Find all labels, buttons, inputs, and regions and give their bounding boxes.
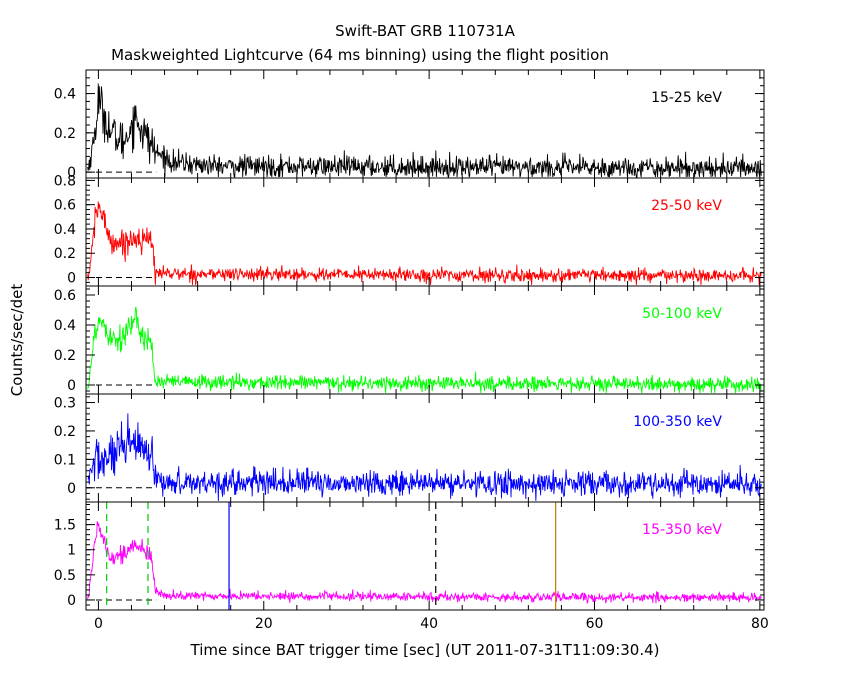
y-tick-label: 0.5 bbox=[54, 568, 76, 584]
lightcurve-series-4 bbox=[87, 413, 762, 502]
y-tick-label: 0.4 bbox=[54, 87, 76, 103]
y-tick-label: 0.8 bbox=[54, 173, 76, 189]
band-label-2: 25-50 keV bbox=[651, 198, 722, 214]
chart-subtitle: Maskweighted Lightcurve (64 ms binning) … bbox=[111, 46, 609, 64]
x-axis-label: Time since BAT trigger time [sec] (UT 20… bbox=[190, 641, 660, 659]
y-tick-label: 0.1 bbox=[54, 452, 76, 468]
x-tick-label: 40 bbox=[420, 616, 438, 632]
panel-frame-1 bbox=[85, 69, 765, 179]
band-label-4: 100-350 keV bbox=[633, 414, 722, 430]
y-tick-label: 1 bbox=[67, 543, 76, 559]
x-tick-label: 60 bbox=[586, 616, 604, 632]
chart-title: Swift-BAT GRB 110731A bbox=[335, 22, 515, 40]
lightcurve-series-2 bbox=[87, 201, 762, 286]
y-tick-label: 0 bbox=[67, 165, 76, 181]
y-tick-label: 0.4 bbox=[54, 222, 76, 238]
y-tick-label: 0 bbox=[67, 481, 76, 497]
band-label-5: 15-350 keV bbox=[642, 522, 722, 538]
lightcurve-series-5 bbox=[87, 521, 762, 604]
panel-frame-5 bbox=[85, 501, 765, 611]
y-tick-label: 0.3 bbox=[54, 396, 76, 412]
y-tick-label: 0.4 bbox=[54, 318, 76, 334]
y-tick-label: 0 bbox=[67, 271, 76, 287]
x-tick-label: 0 bbox=[94, 616, 103, 632]
y-tick-label: 0 bbox=[67, 378, 76, 394]
y-tick-label: 1.5 bbox=[54, 518, 76, 534]
y-axis-label: Counts/sec/det bbox=[8, 284, 26, 397]
y-tick-label: 0.6 bbox=[54, 198, 76, 214]
x-tick-label: 80 bbox=[751, 616, 769, 632]
y-tick-label: 0.2 bbox=[54, 126, 76, 142]
lightcurve-series-3 bbox=[87, 306, 762, 394]
x-tick-label: 20 bbox=[255, 616, 273, 632]
y-tick-label: 0.2 bbox=[54, 348, 76, 364]
y-tick-label: 0.2 bbox=[54, 424, 76, 440]
band-label-1: 15-25 keV bbox=[651, 90, 722, 106]
y-tick-label: 0.2 bbox=[54, 246, 76, 262]
lightcurve-series-1 bbox=[87, 83, 762, 178]
y-tick-label: 0 bbox=[67, 593, 76, 609]
y-tick-label: 0.6 bbox=[54, 288, 76, 304]
panel-frame-3 bbox=[85, 285, 765, 395]
band-label-3: 50-100 keV bbox=[642, 306, 722, 322]
